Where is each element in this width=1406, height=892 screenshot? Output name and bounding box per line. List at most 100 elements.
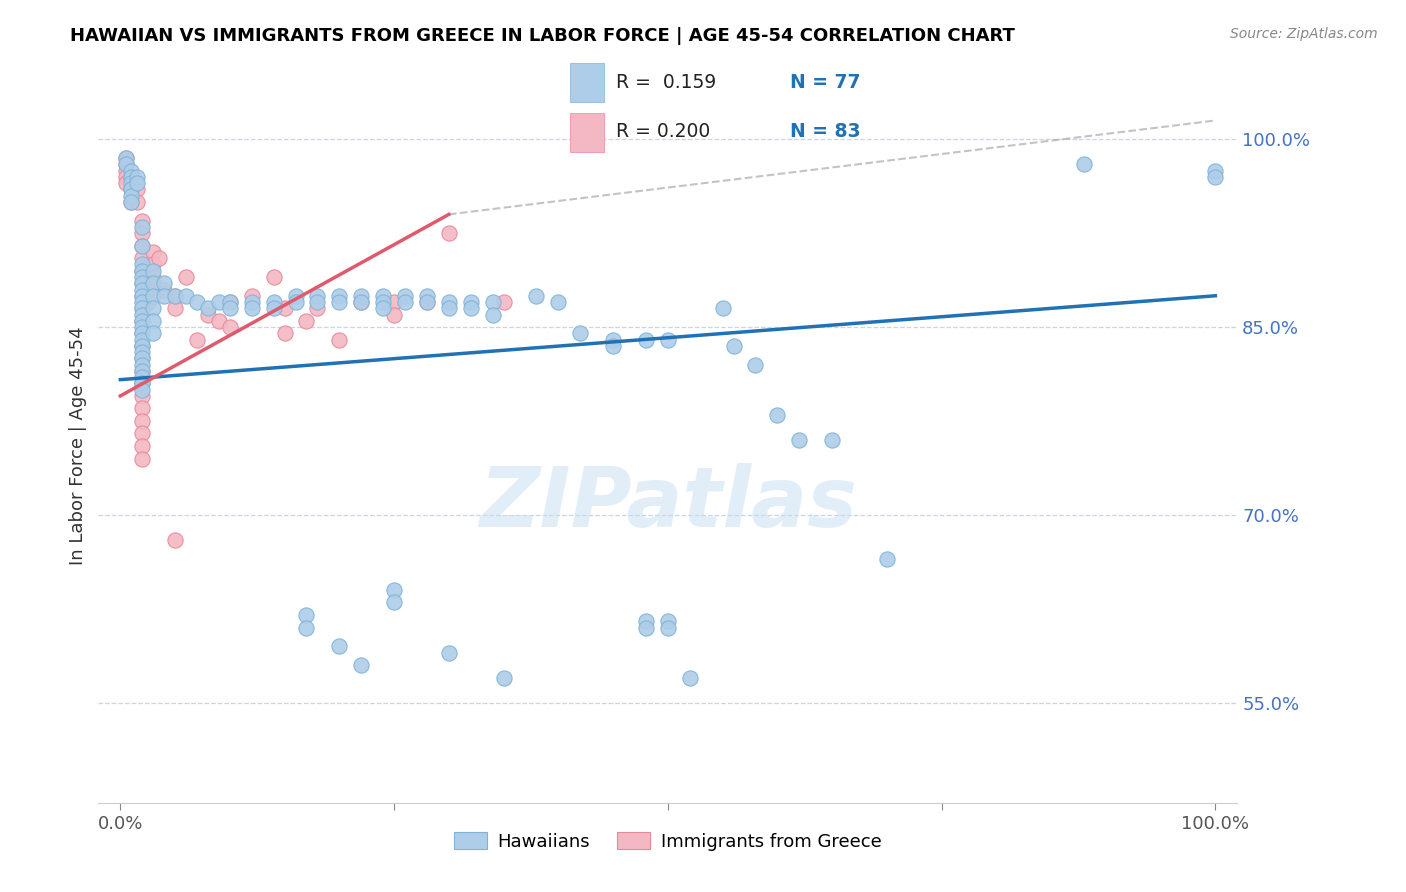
Point [295, 314, 318, 328]
Text: HAWAIIAN VS IMMIGRANTS FROM GREECE IN LABOR FORCE | AGE 45-54 CORRELATION CHART: HAWAIIAN VS IMMIGRANTS FROM GREECE IN LA… [70, 27, 1015, 45]
Point [197, 301, 219, 316]
Point [153, 277, 176, 291]
Point [131, 401, 153, 416]
Point [416, 295, 439, 310]
Point [125, 176, 148, 190]
Point [131, 370, 153, 384]
Point [284, 295, 307, 310]
Point [328, 295, 350, 310]
Point [350, 658, 373, 673]
Point [821, 433, 844, 447]
Point [481, 295, 503, 310]
Point [131, 364, 153, 378]
Point [131, 238, 153, 252]
Point [142, 314, 165, 328]
Point [602, 333, 624, 347]
Point [460, 301, 482, 316]
Point [131, 351, 153, 366]
Point [350, 295, 373, 310]
Point [131, 376, 153, 391]
Point [328, 640, 350, 654]
Point [131, 358, 153, 372]
Point [634, 621, 657, 635]
Point [131, 364, 153, 378]
Point [787, 433, 810, 447]
Point [120, 163, 142, 178]
Text: R =  0.159: R = 0.159 [616, 73, 716, 92]
Point [131, 219, 153, 234]
Point [131, 308, 153, 322]
Point [197, 308, 219, 322]
Point [218, 301, 240, 316]
Point [1204, 163, 1226, 178]
Point [263, 301, 285, 316]
Point [120, 176, 142, 190]
Point [131, 333, 153, 347]
Point [114, 157, 136, 171]
Point [131, 301, 153, 316]
Point [120, 169, 142, 184]
Point [131, 264, 153, 278]
Point [634, 333, 657, 347]
Point [273, 301, 295, 316]
Point [125, 194, 148, 209]
Point [876, 551, 898, 566]
Point [240, 295, 263, 310]
Point [382, 295, 405, 310]
Point [131, 439, 153, 453]
FancyBboxPatch shape [569, 63, 605, 102]
Point [492, 295, 515, 310]
Point [481, 308, 503, 322]
Point [679, 671, 702, 685]
Point [437, 226, 460, 240]
Point [120, 182, 142, 196]
Point [120, 194, 142, 209]
Text: R = 0.200: R = 0.200 [616, 122, 710, 141]
Point [186, 333, 208, 347]
Point [120, 182, 142, 196]
Point [114, 151, 136, 165]
Point [416, 295, 439, 310]
Point [492, 671, 515, 685]
Point [547, 295, 569, 310]
Point [569, 326, 592, 341]
Point [295, 607, 318, 622]
Point [131, 257, 153, 271]
Point [142, 257, 165, 271]
Point [131, 345, 153, 359]
Point [131, 426, 153, 441]
Point [218, 295, 240, 310]
Point [328, 333, 350, 347]
Point [131, 226, 153, 240]
Point [657, 614, 679, 628]
Point [208, 295, 231, 310]
Point [657, 621, 679, 635]
Text: N = 83: N = 83 [790, 122, 860, 141]
Point [744, 358, 766, 372]
Point [131, 376, 153, 391]
Point [437, 295, 460, 310]
Point [131, 213, 153, 227]
Point [307, 295, 329, 310]
Point [394, 295, 416, 310]
Point [131, 326, 153, 341]
Point [382, 308, 405, 322]
Point [174, 289, 197, 303]
Point [131, 414, 153, 428]
Point [602, 339, 624, 353]
Point [131, 339, 153, 353]
Point [131, 283, 153, 297]
Point [131, 289, 153, 303]
Point [131, 251, 153, 265]
Point [153, 283, 176, 297]
Point [131, 270, 153, 285]
Point [307, 301, 329, 316]
Point [148, 251, 170, 265]
Point [153, 289, 176, 303]
Point [131, 264, 153, 278]
Point [120, 194, 142, 209]
Point [131, 277, 153, 291]
Point [165, 289, 187, 303]
Point [120, 188, 142, 202]
Point [136, 283, 159, 297]
